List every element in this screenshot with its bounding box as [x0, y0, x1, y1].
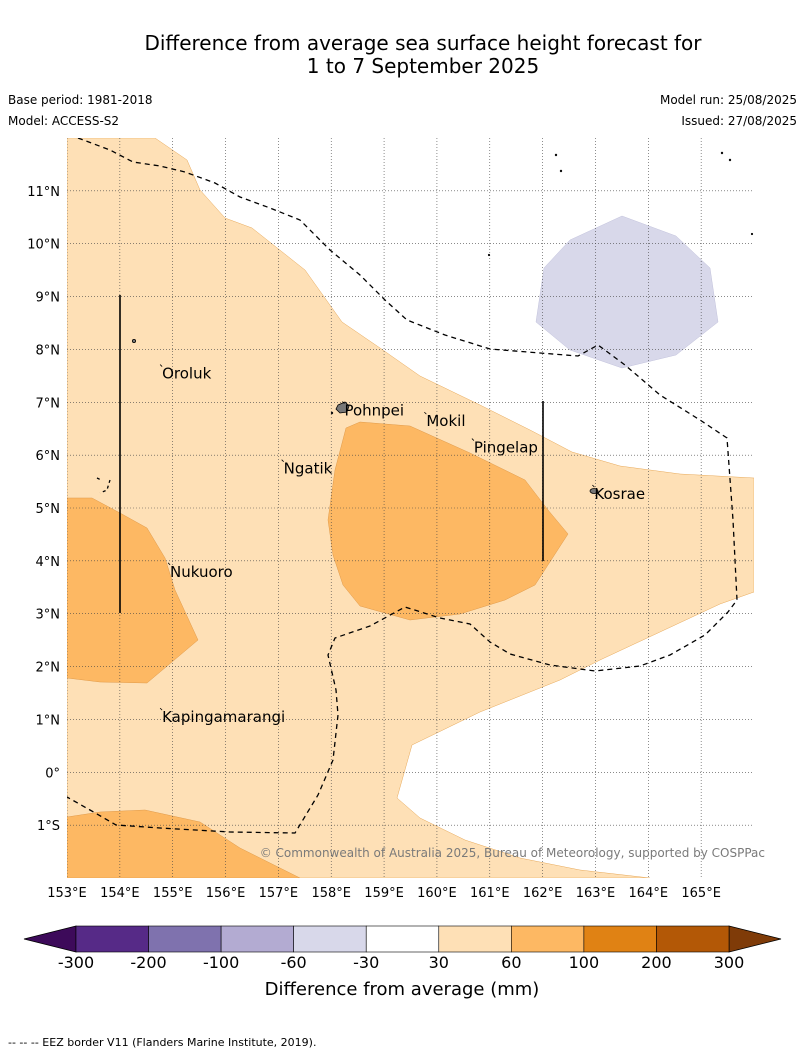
lat-tick-label: 7°N [36, 396, 61, 411]
lat-tick-label: 0° [45, 766, 60, 781]
lon-tick-label: 154°E [100, 886, 140, 901]
lon-tick-label: 153°E [47, 886, 87, 901]
kosrae-island [589, 488, 599, 494]
place-label: Kosrae [594, 485, 645, 503]
base-period: Base period: 1981-2018 [8, 93, 153, 107]
place-marker [342, 401, 345, 404]
model-name: Model: ACCESS-S2 [8, 114, 120, 128]
issued-date: Issued: 27/08/2025 [681, 114, 797, 128]
colorbar-tick-label: -30 [353, 953, 379, 972]
lat-tick-label: 10°N [27, 238, 60, 253]
islands [131, 151, 754, 494]
lat-tick-label: 1°S [37, 819, 60, 834]
place-marker [592, 484, 595, 488]
longitude-labels: 153°E 154°E 155°E 156°E 157°E 158°E 159°E 160°E… [47, 886, 721, 901]
colorbar-under-extension [23, 925, 77, 953]
eez-border [96, 477, 111, 494]
atoll [750, 232, 754, 236]
eez-border [67, 138, 738, 834]
place-label: Pingelap [474, 439, 538, 457]
colorbar-tick-label: -60 [281, 953, 307, 972]
lon-tick-label: 165°E [681, 886, 721, 901]
place-marker [159, 364, 163, 367]
place-marker [281, 459, 284, 462]
colorbar-title: Difference from average (mm) [264, 979, 540, 1000]
colorbar-swatch [656, 925, 730, 953]
colorbar-swatch [438, 925, 512, 953]
atoll [559, 169, 563, 173]
colorbar-swatch [583, 925, 657, 953]
lat-tick-label: 11°N [27, 185, 60, 200]
place-marker [471, 438, 475, 441]
place-label: Ngatik [284, 460, 333, 478]
lat-tick-label: 5°N [36, 502, 61, 517]
anomaly-minus-60-minus-30-region [535, 215, 719, 369]
colorbar-swatch [293, 925, 367, 953]
eez-footnote: -- -- -- EEZ border V11 (Flanders Marine… [8, 1036, 317, 1049]
copyright-credit: © Commonwealth of Australia 2025, Bureau… [260, 846, 765, 860]
map-area [67, 138, 754, 878]
place-marker [167, 562, 171, 566]
place-marker [159, 707, 163, 711]
lat-tick-label: 3°N [36, 608, 61, 623]
title-line-2: 1 to 7 September 2025 [306, 54, 540, 78]
colorbar-swatch [511, 925, 585, 953]
lon-tick-label: 159°E [364, 886, 404, 901]
place-label: Oroluk [162, 365, 211, 383]
lat-tick-label: 9°N [36, 291, 61, 306]
place-labels: Oroluk Pohnpei Mokil Pingelap Ngatik Kosrae Nu… [159, 364, 645, 726]
lon-tick-label: 164°E [629, 886, 669, 901]
atoll [330, 411, 334, 415]
colorbar-tick-label: 100 [569, 953, 600, 972]
colorbar-tick-label: -200 [130, 953, 166, 972]
colorbar-over-extension [728, 925, 782, 953]
lon-tick-label: 156°E [206, 886, 246, 901]
atoll [728, 158, 732, 162]
place-label: Nukuoro [170, 563, 233, 581]
anomaly-60-100-region [67, 809, 301, 878]
lon-tick-label: 158°E [311, 886, 351, 901]
lat-tick-label: 8°N [36, 343, 61, 358]
colorbar-swatch [148, 925, 222, 953]
colorbar-tick-label: 200 [641, 953, 672, 972]
lon-tick-label: 161°E [470, 886, 510, 901]
colorbar: -300 -200 -100 -60 -30 30 60 100 200 300 [23, 925, 782, 972]
lon-tick-label: 163°E [576, 886, 616, 901]
lon-tick-label: 162°E [523, 886, 563, 901]
lon-tick-label: 160°E [417, 886, 457, 901]
colorbar-tick-label: 30 [429, 953, 449, 972]
map-grid [67, 138, 754, 878]
lon-tick-label: 157°E [259, 886, 299, 901]
atoll [554, 153, 558, 157]
place-label: Pohnpei [344, 402, 404, 420]
lon-tick-label: 155°E [153, 886, 193, 901]
place-label: Mokil [426, 412, 465, 430]
pohnpei-island [335, 401, 350, 414]
lat-tick-label: 2°N [36, 661, 61, 676]
place-label: Kapingamarangi [162, 708, 285, 726]
atoll [131, 338, 136, 343]
colorbar-swatch [75, 925, 149, 953]
chart-title: Difference from average sea surface heig… [0, 32, 804, 78]
lat-tick-label: 6°N [36, 449, 61, 464]
atoll [487, 253, 491, 257]
latitude-labels: 11°N 10°N 9°N 8°N 7°N 6°N 5°N 4°N 3°N 2°N 1°N 0° 1°S [27, 185, 60, 834]
place-marker [424, 411, 427, 415]
colorbar-tick-label: -300 [58, 953, 94, 972]
colorbar-swatch [365, 925, 440, 953]
atoll [720, 151, 724, 155]
colorbar-tick-label: 300 [714, 953, 745, 972]
colorbar-tick-label: 60 [501, 953, 521, 972]
colorbar-swatch [220, 925, 294, 953]
model-run: Model run: 25/08/2025 [659, 93, 797, 107]
lat-tick-label: 1°N [36, 713, 61, 728]
colorbar-tick-label: -100 [203, 953, 239, 972]
title-line-1: Difference from average sea surface heig… [144, 31, 702, 55]
anomaly-60-100-region [67, 497, 199, 684]
lat-tick-label: 4°N [36, 555, 61, 570]
